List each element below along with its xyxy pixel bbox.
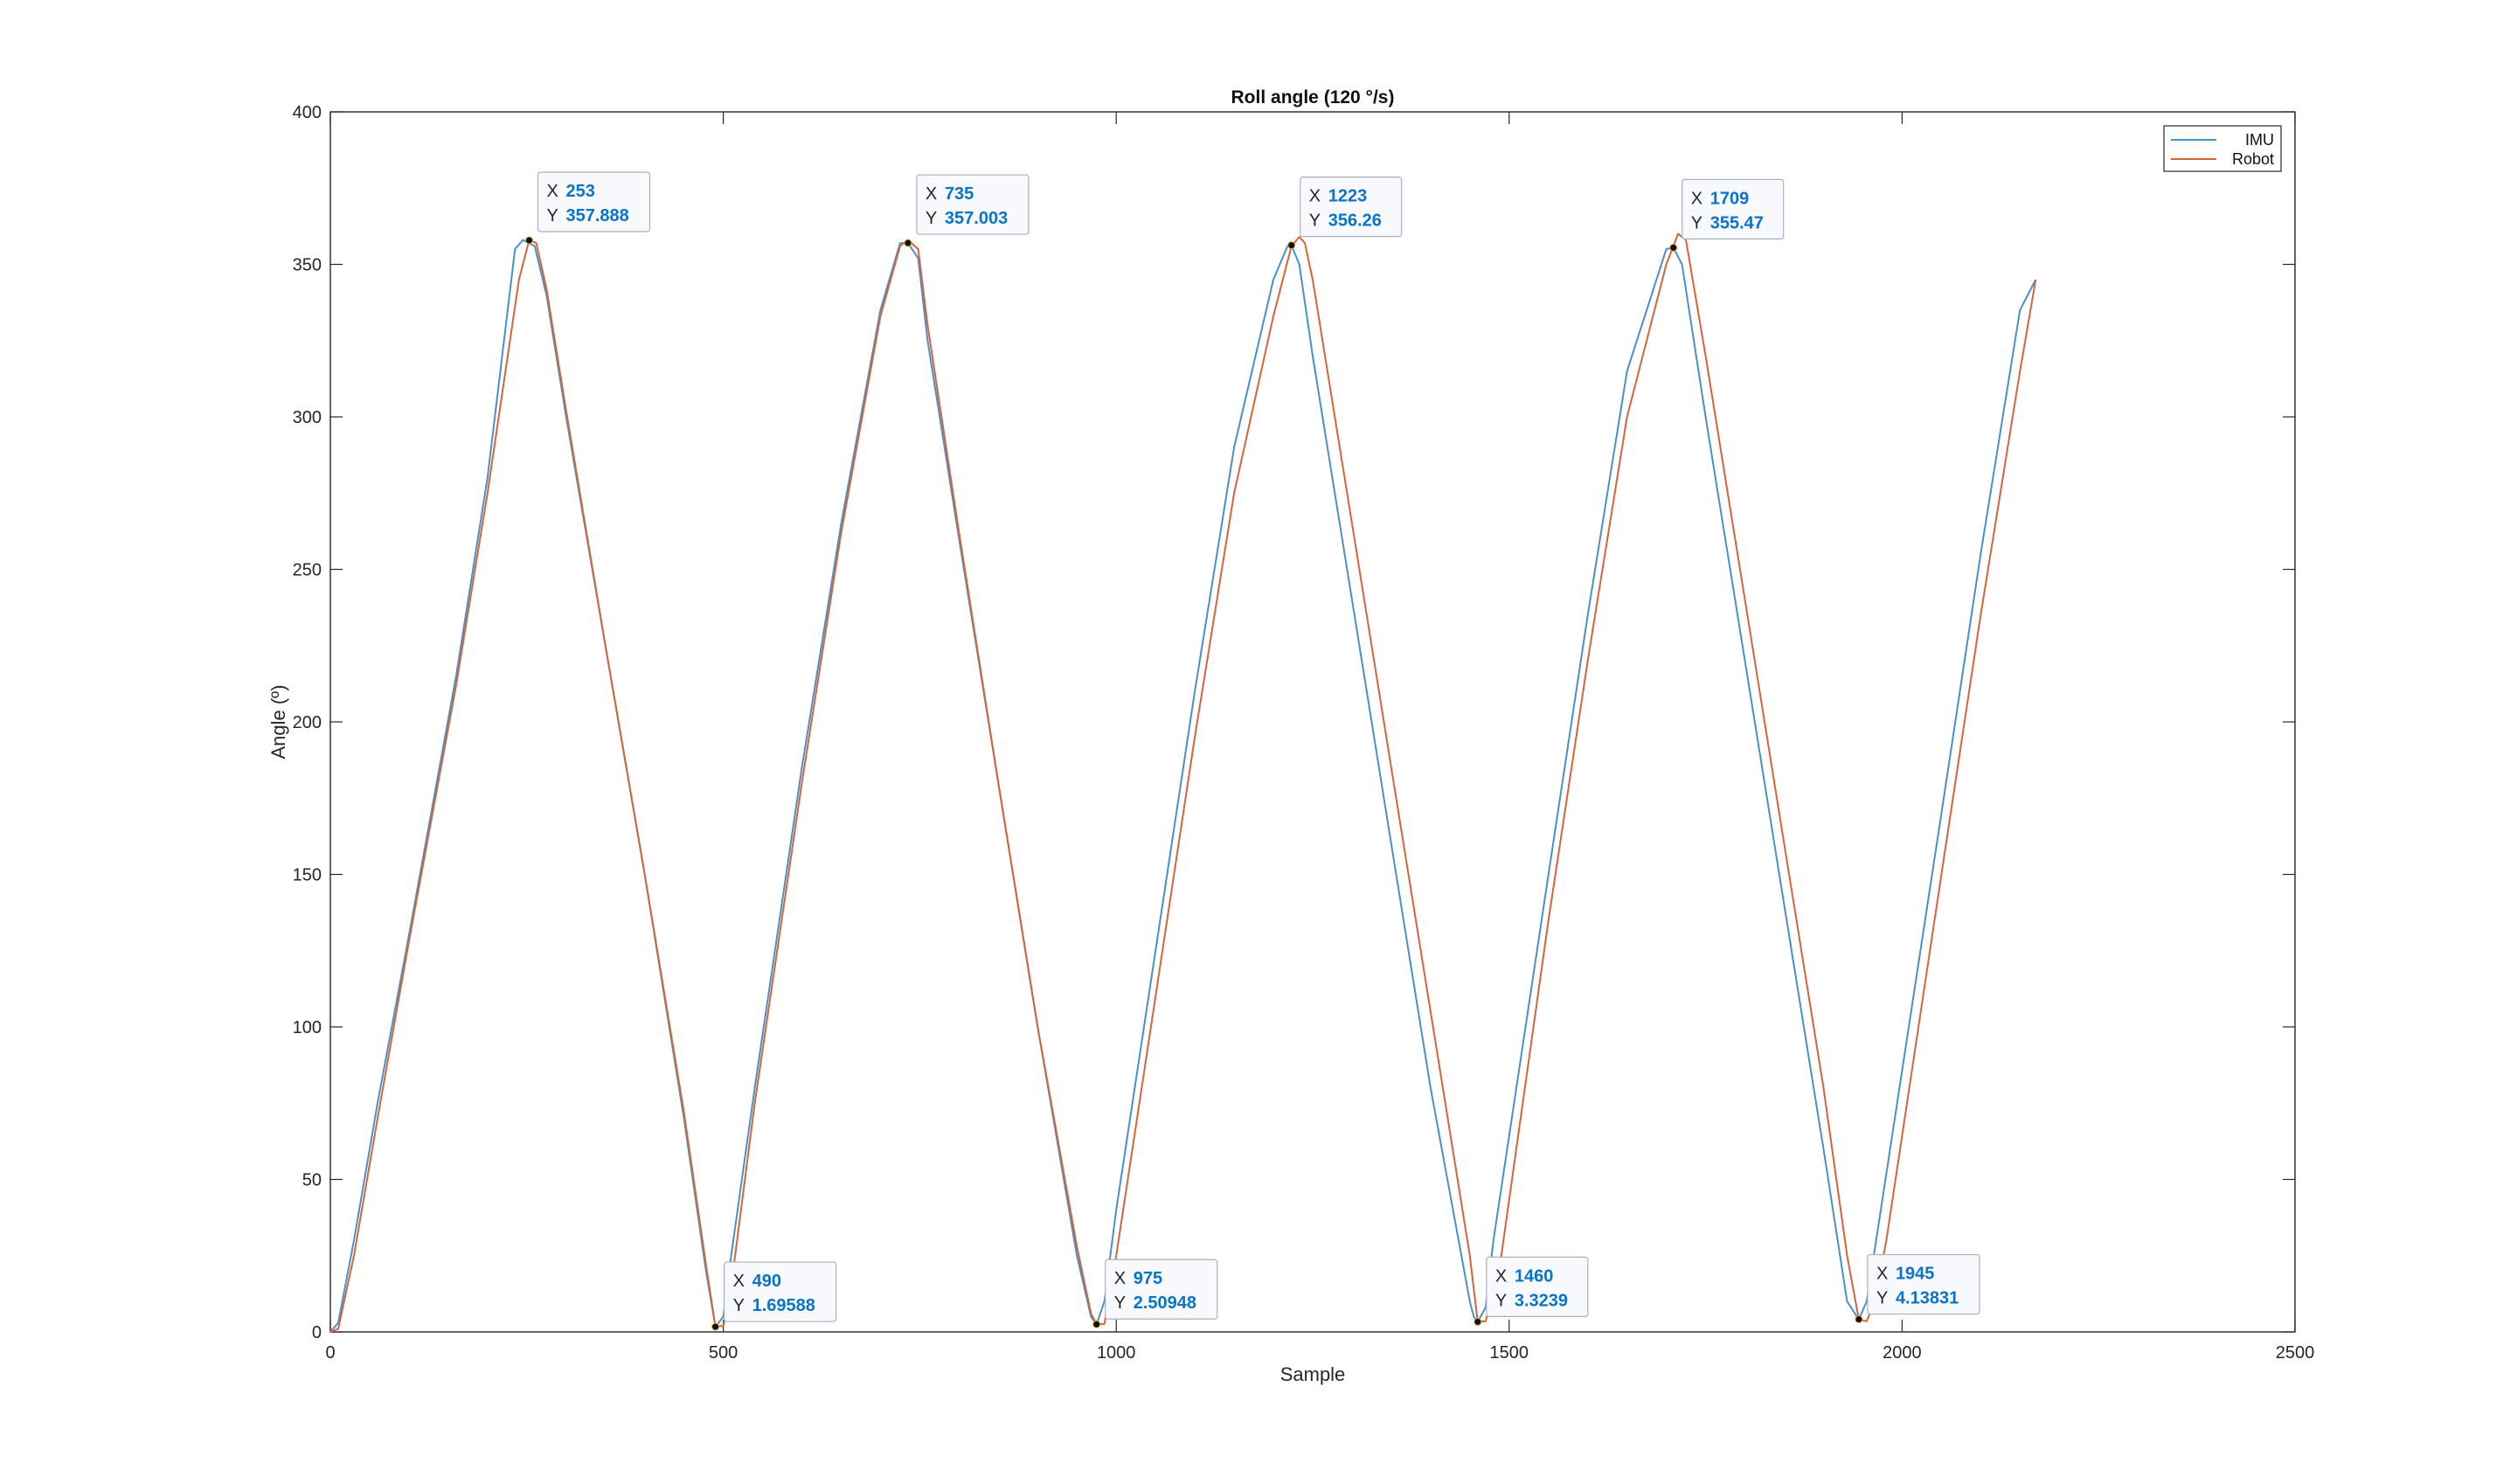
datatip-box [1486,1256,1589,1317]
x-tick-label: 2000 [1883,1343,1922,1363]
plot-area: 0 500 1000 1500 2000 2500 0 50 100 150 200 250 300 35… [293,103,2315,1363]
y-tick-label: 400 [293,103,322,122]
datatip-y-key: Y [1495,1291,1507,1310]
datatip-y-key: Y [1691,213,1702,232]
datatip-x-value: 1460 [1515,1266,1554,1286]
datatip-x-key: X [926,184,937,204]
datatip-marker [1092,1320,1101,1328]
datatip-y-key: Y [926,209,937,228]
chart-title: Roll angle (120 °/s) [1231,87,1395,107]
datatip-box [724,1261,837,1322]
legend-label-robot: Robot [2232,150,2274,168]
datatip-marker [904,239,912,247]
datatip-x-value: 735 [945,184,974,204]
datatip-x-key: X [733,1272,745,1291]
datatip-y-value: 3.3239 [1515,1291,1568,1310]
datatip-box [1681,178,1785,240]
series-line-robot [329,232,2037,1333]
legend-box [2163,125,2282,172]
y-tick-label: 350 [293,256,322,275]
y-tick-label: 150 [293,866,322,885]
datatip-x-key: X [1114,1269,1126,1288]
x-tick-label: 2500 [2276,1343,2315,1363]
datatip-y-key: Y [1876,1289,1888,1308]
y-tick-label: 0 [312,1323,322,1342]
datatip-x-key: X [1691,189,1702,208]
datatip-y-value: 357.003 [945,209,1008,228]
x-tick-label: 1000 [1097,1343,1136,1363]
datatip-marker [1669,243,1678,252]
datatip-y-value: 4.13831 [1896,1289,1959,1308]
datatip-x-value: 253 [565,182,594,201]
datatip-y-value: 1.69588 [752,1296,815,1315]
x-axis-label: Sample [1280,1363,1346,1385]
y-axis-label: Angle (º) [267,684,289,759]
datatip-x-value: 1223 [1328,187,1368,206]
datatip-y-value: 357.888 [565,206,628,225]
datatip-y-value: 356.26 [1328,212,1382,231]
datatip-y-value: 2.50948 [1134,1293,1196,1313]
datatip-box [1867,1253,1980,1315]
datatip-marker [1855,1315,1863,1324]
datatip-box [1105,1259,1218,1320]
y-tick-label: 200 [293,713,322,732]
y-tick-label: 300 [293,408,322,427]
x-tick-label: 1500 [1490,1343,1529,1363]
datatip-x-value: 1945 [1896,1265,1935,1284]
datatip-marker [1287,241,1296,250]
x-tick-label: 0 [325,1343,335,1363]
datatip-x-key: X [1876,1265,1888,1284]
datatip-marker [524,236,533,245]
datatip-x-value: 490 [752,1272,781,1291]
y-tick-label: 100 [293,1018,322,1037]
datatip-y-value: 355.47 [1710,213,1764,232]
datatip-marker [711,1322,720,1331]
datatip-x-key: X [1495,1266,1507,1286]
datatip-marker [1473,1317,1482,1326]
datatip-y-key: Y [1309,212,1321,231]
datatip-box [537,171,651,232]
x-tick-label: 500 [709,1343,738,1363]
datatip-y-key: Y [546,206,558,225]
legend-label-imu: IMU [2245,131,2274,149]
y-tick-label: 250 [293,561,322,580]
y-tick-label: 50 [302,1171,322,1190]
datatip-box [916,174,1030,235]
datatip-y-key: Y [733,1296,745,1315]
datatip-y-key: Y [1114,1293,1126,1313]
datatip-x-value: 975 [1134,1269,1162,1288]
datatip-x-key: X [546,182,558,201]
datatip-x-value: 1709 [1710,189,1750,208]
datatip-box [1300,177,1403,238]
datatip-x-key: X [1309,187,1321,206]
